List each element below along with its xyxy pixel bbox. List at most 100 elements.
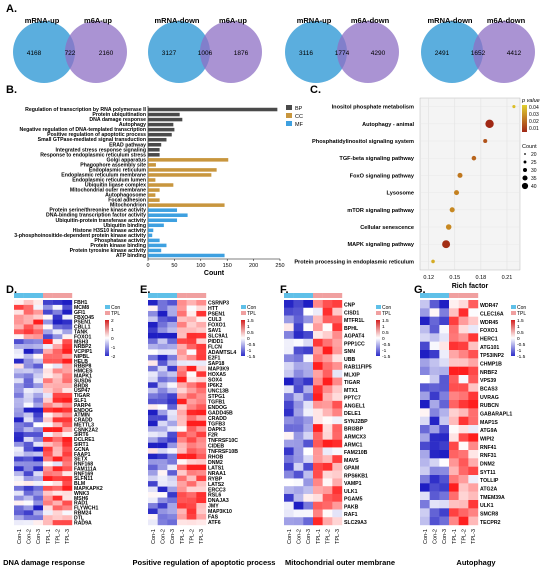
heatmap-cell (23, 304, 34, 310)
category-label: Histone H3S10 kinase activity (73, 228, 146, 234)
heatmap-cell (332, 517, 343, 526)
heatmap-cell (313, 385, 323, 394)
heatmap-cell (284, 493, 294, 502)
heatmap-cell (284, 478, 294, 487)
heatmap-cell (196, 459, 207, 465)
heatmap-cell (33, 353, 44, 359)
gene-label: HELB (74, 359, 88, 365)
heatmap-cell (313, 493, 323, 502)
heatmap-cell (303, 424, 314, 433)
heatmap-cell (458, 400, 469, 409)
heatmap-cell (167, 459, 178, 465)
gene-label: FAM111A (74, 466, 97, 472)
gene-label: RAD9A (74, 520, 92, 526)
color-legend-tick: 0.04 (529, 105, 539, 111)
heatmap-cell (14, 451, 24, 457)
gene-label: MAP1S (480, 420, 498, 426)
heatmap-cell (167, 327, 178, 334)
gene-label: MSH3 (74, 339, 88, 345)
heatmap-cell (33, 456, 44, 462)
heatmap-cell (157, 464, 168, 471)
heatmap-cell (157, 514, 168, 520)
heatmap-cell (303, 486, 314, 495)
gene-label: LATS1 (208, 465, 224, 471)
heatmap-cell (157, 508, 168, 515)
heatmap-cell (186, 316, 197, 323)
gene-label: FOXO1 (208, 323, 226, 329)
heatmap-cell (449, 508, 459, 517)
heatmap-cell (293, 424, 304, 433)
heatmap-cell (23, 451, 34, 457)
heatmap-cell (196, 486, 207, 493)
heatmap-cell (322, 393, 333, 402)
heatmap-cell (23, 456, 34, 462)
color-legend-bar (522, 105, 527, 132)
gene-label: PSEN1 (208, 312, 225, 318)
heatmap-cell (157, 316, 168, 323)
heatmap-cell (284, 462, 294, 471)
heatmap-cell (186, 365, 197, 372)
heatmap-cell (186, 442, 197, 449)
heatmap-cell (303, 509, 314, 518)
heatmap-cell (468, 325, 479, 334)
heatmap-cell (429, 458, 440, 467)
group-annotation-cell (284, 293, 294, 298)
heatmap-cell (284, 455, 294, 464)
heatmap-cell (468, 400, 479, 409)
heatmap-cell (313, 331, 323, 339)
heatmap-cell (23, 392, 34, 399)
gene-label: ULK1 (480, 503, 494, 509)
heatmap-cell (186, 360, 197, 367)
heat-legend-tick: -1 (111, 345, 116, 351)
heatmap-cell (33, 446, 44, 452)
heatmap-cell (313, 470, 323, 479)
heatmap-cell (303, 501, 314, 510)
heatmap-cell (33, 363, 44, 369)
bar (148, 127, 175, 132)
heatmap-cell (177, 365, 187, 372)
heatmap-cell (157, 492, 168, 498)
heatmap-cell (186, 514, 197, 520)
heatmap-cell (420, 483, 430, 492)
heatmap-cell (52, 314, 63, 320)
bar (148, 248, 162, 253)
heatmap-cell (62, 427, 73, 433)
heatmap-cell (420, 475, 430, 484)
heatmap-cell (284, 393, 294, 402)
heatmap-cell (62, 520, 73, 526)
heatmap-cell (14, 471, 24, 477)
heatmap-cell (468, 458, 479, 467)
heatmap-cell (293, 470, 304, 479)
heatmap-cell (52, 432, 63, 438)
heatmap-cell (186, 453, 197, 460)
heatmap-cell (322, 338, 333, 347)
heat-legend-tick: 2 (111, 318, 114, 324)
gene-label: PARP4 (74, 403, 91, 409)
heatmap-cell (293, 447, 304, 456)
heatmap-cell (62, 324, 73, 330)
heat-legend-tick: -0.5 (382, 342, 391, 348)
category-label: Golgi apparatus (107, 157, 147, 163)
heatmap-cell (458, 450, 469, 459)
heatmap-cell (303, 447, 314, 456)
heatmap-cell (439, 316, 450, 326)
heatmap-cell (14, 314, 24, 320)
heatmap-cell (52, 485, 63, 491)
heatmap-cell (62, 329, 73, 335)
heatmap-cell (23, 436, 34, 443)
heatmap-cell (196, 503, 207, 509)
bar (148, 137, 167, 142)
heatmap-cell (14, 373, 24, 379)
heatmap-cell (439, 475, 450, 484)
heatmap-cell (62, 314, 73, 320)
gene-label: ENDOG (208, 405, 227, 411)
heatmap-cell (14, 397, 24, 403)
heatmap-cell (332, 470, 343, 479)
heatmap-cell (148, 343, 158, 350)
heatmap-cell (43, 314, 53, 320)
heatmap-cell (14, 348, 24, 355)
heatmap-cell (293, 431, 304, 440)
heatmap-cell (52, 358, 63, 364)
heatmap-cell (420, 316, 430, 326)
gene-label: SOX4 (208, 377, 222, 383)
